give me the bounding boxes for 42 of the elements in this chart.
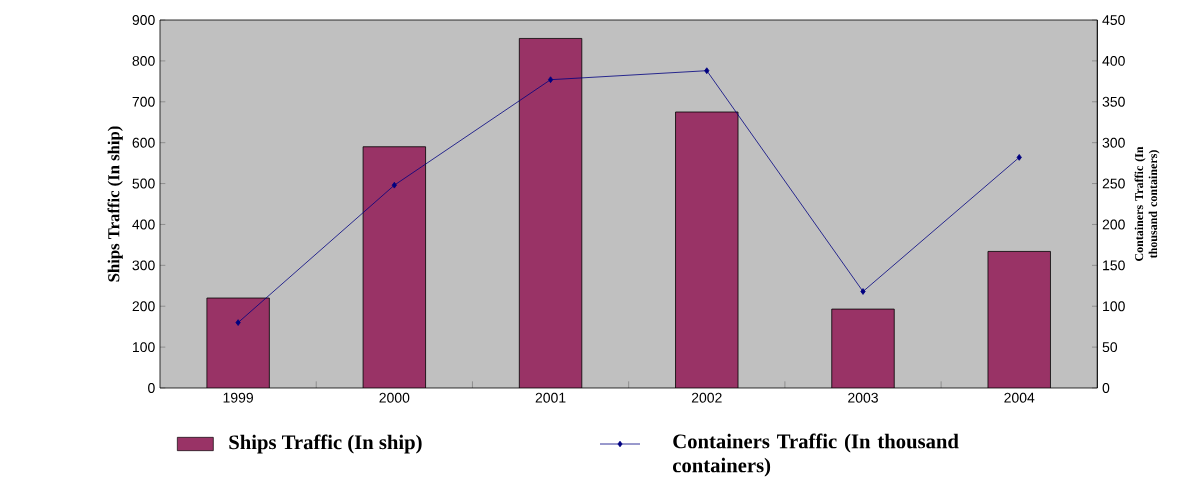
y2-tick-label: 100: [1103, 301, 1125, 312]
x-tick-label: 2003: [848, 392, 878, 403]
y2-tick-label: 150: [1103, 260, 1125, 271]
legend-label: Ships Traffic (In ship): [229, 434, 422, 454]
point: [1016, 154, 1022, 161]
x-tick-label: 1999: [223, 392, 253, 403]
x-tick-label: 2000: [379, 392, 410, 403]
y-tick-label: 800: [132, 55, 155, 66]
point: [391, 181, 397, 189]
y2-tick-label: 450: [1102, 15, 1125, 25]
bar: [987, 251, 1051, 388]
legend-label: Containers Traffic (In thousand containers): [672, 433, 959, 477]
y-tick-label: 600: [132, 137, 155, 148]
point: [860, 288, 866, 295]
y2-tick-label: 350: [1102, 96, 1125, 107]
bar: [518, 38, 583, 388]
y2-tick-label: 200: [1102, 219, 1125, 230]
y-tick-label: 700: [132, 96, 155, 107]
y2-tick-label: 400: [1102, 55, 1125, 66]
y2-tick-label: 300: [1102, 137, 1125, 148]
y2-tick-label: 0: [1102, 383, 1110, 393]
y2-tick-label: 50: [1102, 342, 1118, 353]
bar: [362, 146, 426, 388]
x-tick-label: 2004: [1004, 392, 1035, 403]
point: [235, 319, 241, 326]
point: [704, 67, 710, 75]
x-tick-label: 2001: [535, 392, 566, 403]
x-tick-label: 2002: [691, 392, 722, 403]
y-tick-label: 300: [132, 260, 155, 271]
y-tick-label: 900: [132, 15, 155, 25]
bar: [675, 111, 739, 388]
y-tick-label: 0: [148, 383, 155, 393]
bar: [206, 297, 270, 388]
y-axis-title: Ships Traffic (In ship): [107, 126, 123, 282]
y2-tick-label: 250: [1102, 178, 1125, 189]
y2-axis-title: Containers Traffic (In thousand containers): [1134, 146, 1160, 261]
y-tick-label: 200: [132, 301, 155, 312]
y-tick-label: 400: [132, 219, 155, 230]
y-tick-label: 500: [132, 178, 155, 189]
bar: [831, 308, 895, 388]
y-tick-label: 100: [133, 342, 155, 353]
point: [547, 76, 554, 84]
